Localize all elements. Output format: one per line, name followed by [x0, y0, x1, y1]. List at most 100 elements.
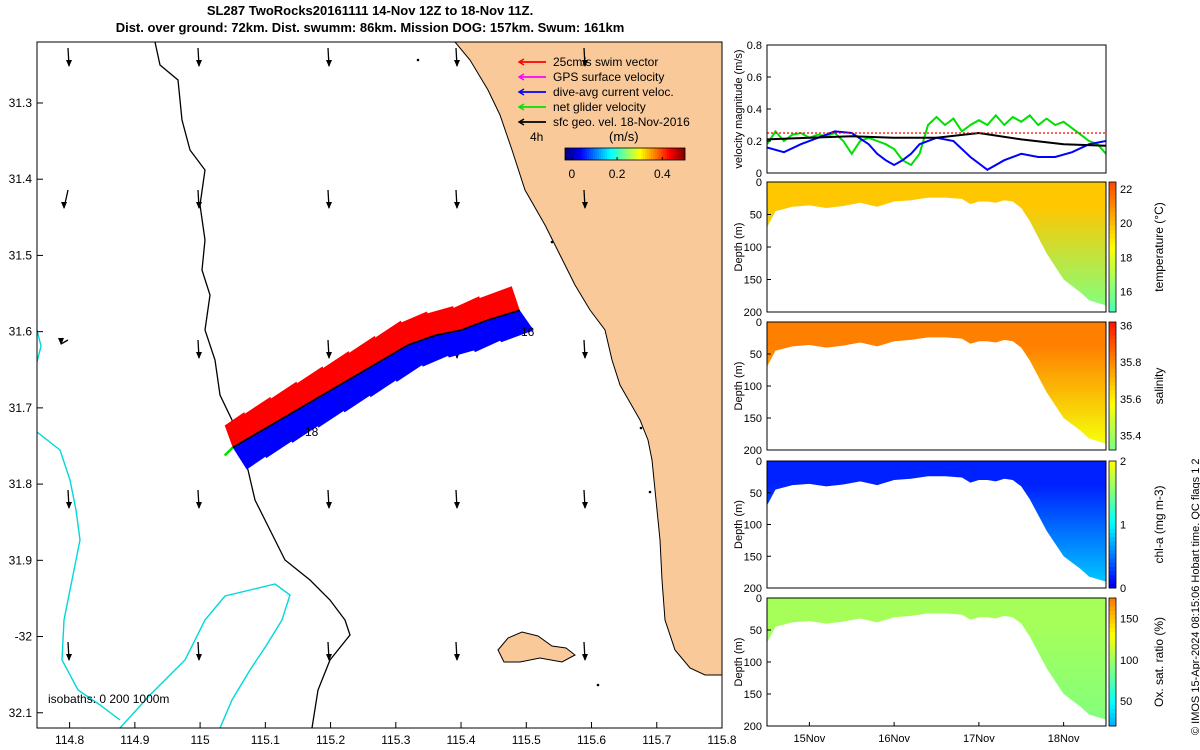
section-colorbar-swatch — [1109, 264, 1116, 270]
colorbar-swatch — [677, 148, 680, 160]
section-colorbar-frame — [1108, 597, 1117, 727]
swim-vector-band — [270, 381, 305, 421]
section-colorbar-swatch — [1109, 394, 1116, 400]
y-tick-label: 31.4 — [9, 172, 33, 186]
swim-vector-band — [479, 286, 520, 321]
y-tick-label: 31.7 — [9, 401, 33, 415]
swim-vector-band — [400, 311, 435, 345]
colorbar-swatch — [633, 148, 636, 160]
section-colorbar-swatch — [1109, 428, 1116, 434]
x-tick-label: 115 — [191, 733, 210, 747]
section-colorbar-swatch — [1109, 208, 1116, 213]
colorbar-swatch — [621, 148, 624, 160]
section-y-tick-label: 50 — [750, 210, 762, 222]
colorbar-swatch — [571, 148, 574, 160]
section-y-tick-label: 200 — [744, 583, 762, 595]
colorbar-tick-label: 0 — [568, 167, 575, 181]
section-colorbar-swatch — [1109, 598, 1116, 603]
section-ylabel: Depth (m) — [733, 638, 745, 687]
section-colorbar-swatch — [1109, 411, 1116, 417]
time-tick-label: 15Nov — [793, 733, 825, 745]
velocity-y-tick-label: 0.6 — [747, 72, 762, 84]
time-tick-label: 18Nov — [1048, 733, 1080, 745]
section-colorbar-swatch — [1109, 445, 1116, 451]
velocity-y-tick-label: 0.8 — [747, 40, 762, 52]
legend-arrowhead — [517, 88, 525, 96]
section-colorbar-swatch — [1109, 679, 1116, 684]
section-ylabel: Depth (m) — [733, 362, 745, 411]
section-colorbar-swatch — [1109, 469, 1116, 475]
section-colorbar-swatch — [1109, 334, 1116, 340]
section-y-tick-label: 100 — [744, 242, 762, 254]
sfc-velocity-arrowhead — [58, 338, 64, 345]
section-colorbar-swatch — [1109, 649, 1116, 654]
colorbar-swatch — [625, 148, 628, 160]
sfc-velocity-arrowhead — [196, 60, 202, 67]
sfc-velocity-arrowhead — [326, 654, 332, 661]
section-y-tick-label: 200 — [744, 445, 762, 457]
section-colorbar-swatch — [1109, 299, 1116, 304]
section-colorbar-frame — [1108, 321, 1117, 451]
y-tick-label: 31.8 — [9, 477, 33, 491]
colorbar-swatch — [657, 148, 660, 160]
colorbar-swatch — [575, 148, 578, 160]
sfc-velocity-arrowhead — [326, 60, 332, 67]
section-colorbar-swatch — [1109, 473, 1116, 479]
section-y-tick-label: 150 — [744, 689, 762, 701]
section-y-tick-label: 100 — [744, 381, 762, 393]
section-colorbar-swatch — [1109, 381, 1116, 387]
section-colorbar-swatch — [1109, 339, 1116, 344]
section-colorbar-swatch — [1109, 290, 1116, 296]
colorbar-swatch — [679, 148, 682, 160]
legend-arrowhead — [517, 58, 525, 66]
section-colorbar-tick-label: 18 — [1120, 252, 1132, 264]
section-colorbar-swatch — [1109, 330, 1116, 336]
section-colorbar-swatch — [1109, 708, 1116, 714]
y-tick-label: -32 — [15, 630, 33, 644]
colorbar-swatch — [569, 148, 572, 160]
section-colorbar-swatch — [1109, 524, 1116, 530]
section-colorbar-swatch — [1109, 216, 1116, 222]
section-colorbar-swatch — [1109, 238, 1116, 244]
section-colorbar-swatch — [1109, 640, 1116, 646]
section-colorbar-swatch — [1109, 691, 1116, 697]
land-islet — [639, 426, 643, 430]
section-colorbar-swatch — [1109, 251, 1116, 257]
section-colorbar-swatch — [1109, 662, 1116, 667]
x-tick-label: 115.8 — [707, 733, 736, 747]
land-islet — [550, 240, 554, 244]
section-colorbar-swatch — [1109, 377, 1116, 383]
current-vector-band — [278, 405, 319, 443]
sfc-velocity-arrowhead — [582, 654, 588, 661]
colorbar-swatch — [573, 148, 576, 160]
section-colorbar-swatch — [1109, 674, 1116, 680]
land-islet — [596, 683, 600, 687]
section-colorbar-swatch — [1109, 606, 1116, 612]
section-colorbar-swatch — [1109, 615, 1116, 620]
section-colorbar-swatch — [1109, 424, 1116, 430]
colorbar-title: (m/s) — [609, 129, 639, 144]
sfc-velocity-arrowhead — [326, 502, 332, 509]
section-y-tick-label: 200 — [744, 721, 762, 733]
colorbar-swatch — [651, 148, 654, 160]
current-vector-band — [434, 330, 476, 358]
section-colorbar-swatch — [1109, 441, 1116, 447]
colorbar-swatch — [681, 148, 684, 160]
velocity-frame — [766, 44, 1107, 174]
colorbar-swatch — [617, 148, 620, 160]
colorbar-swatch — [653, 148, 656, 160]
current-vector-band — [382, 344, 423, 382]
section-colorbar-swatch — [1109, 494, 1116, 500]
map-frame — [36, 41, 723, 729]
colorbar-swatch — [659, 148, 662, 160]
section-colorbar-swatch — [1109, 583, 1116, 589]
current-vector-band — [487, 310, 534, 343]
section-colorbar-tick-label: 35.4 — [1120, 430, 1141, 442]
section-colorbar-swatch — [1109, 554, 1116, 559]
section-colorbar-swatch — [1109, 221, 1116, 226]
legend-arrowhead — [517, 103, 525, 111]
section-colorbar-swatch — [1109, 286, 1116, 291]
swim-vector-band — [322, 351, 357, 391]
swim-vector-band — [374, 320, 409, 360]
